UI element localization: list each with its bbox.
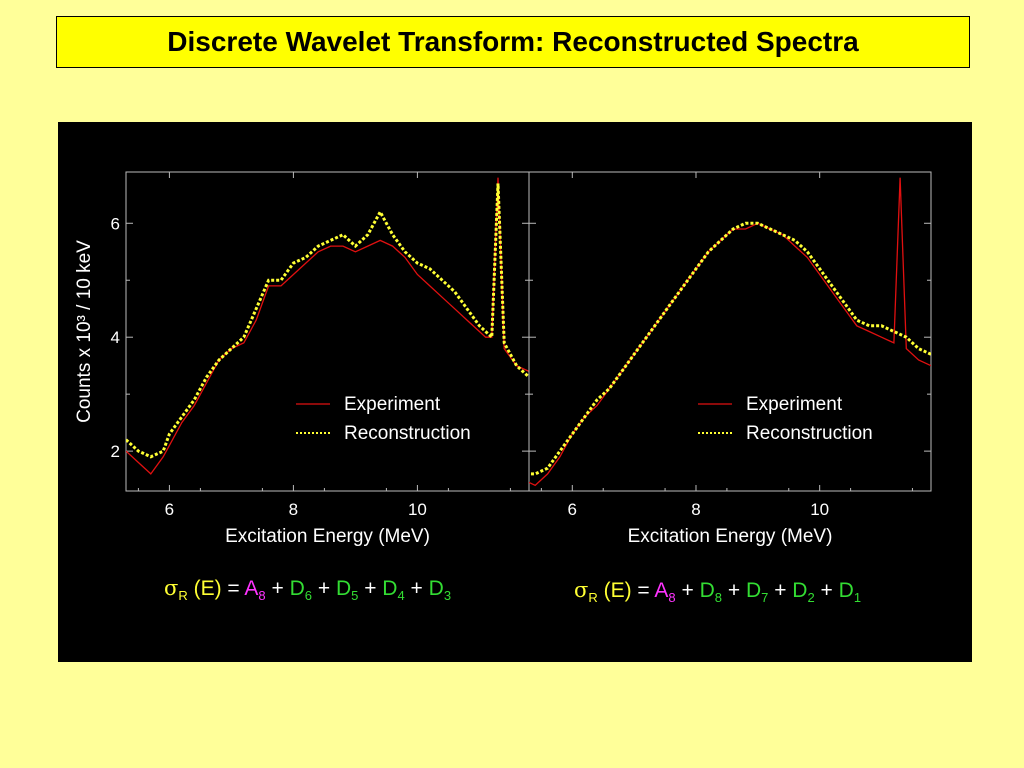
experiment-line (126, 177, 529, 475)
x-tick-label: 10 (408, 500, 427, 519)
y-axis-label: Counts x 10³ / 10 keV (74, 240, 95, 423)
term-letter: D (289, 577, 305, 600)
spectra-plots: 6 8 10 2 4 6 Excitation Energy (MeV) Counts x 1… (74, 171, 932, 547)
term-letter: D (335, 577, 352, 600)
term-letter: D (792, 579, 808, 602)
formula-left: σR (E) = A8 + D6 + D5 + D4 + D3 (164, 576, 451, 603)
term-subscript: 2 (807, 590, 815, 605)
plus-sign: + (271, 577, 284, 600)
legend-experiment-label: Experiment (746, 394, 843, 415)
term-letter: D (382, 577, 398, 600)
x-tick-label: 6 (165, 500, 174, 519)
x-tick-label: 8 (289, 500, 298, 519)
page-title: Discrete Wavelet Transform: Reconstructe… (167, 26, 859, 57)
term-letter: D (838, 579, 854, 602)
plus-sign: + (681, 579, 694, 602)
term-subscript: 3 (443, 588, 452, 603)
term-subscript: 1 (853, 590, 862, 605)
x-tick-label: 6 (568, 500, 577, 519)
reconstruction-line (126, 183, 529, 459)
formula-argument: (E) (603, 579, 632, 602)
term-subscript: 8 (714, 590, 722, 605)
legend-reconstruction-label: Reconstruction (344, 423, 471, 444)
formula-argument: (E) (193, 577, 222, 600)
plot-panel: 6 8 10 2 4 6 Excitation Energy (MeV) Counts x 1… (58, 122, 972, 662)
plot-frame (528, 171, 932, 492)
x-tick-label: 10 (810, 500, 829, 519)
legend-experiment-label: Experiment (344, 394, 441, 415)
y-tick-label: 6 (111, 214, 120, 233)
term-subscript: 8 (668, 590, 676, 605)
term-letter: D (428, 577, 444, 600)
plus-sign: + (364, 577, 377, 600)
term-letter: A (654, 579, 669, 602)
term-letter: D (699, 579, 715, 602)
formula-right: σR (E) = A8 + D8 + D7 + D2 + D1 (574, 578, 861, 605)
plus-sign: + (727, 579, 741, 602)
sigma-symbol: σ (164, 576, 179, 600)
term-subscript: 6 (304, 588, 312, 603)
x-tick-label: 8 (691, 500, 700, 519)
term-subscript: 7 (761, 590, 769, 605)
term-subscript: 8 (258, 588, 266, 603)
sigma-subscript: R (178, 588, 188, 603)
x-axis-label: Excitation Energy (MeV) (628, 526, 833, 547)
equals-sign: = (637, 579, 650, 602)
plus-sign: + (774, 579, 787, 602)
term-subscript: 4 (397, 588, 405, 603)
plus-sign: + (820, 579, 833, 602)
legend-reconstruction-label: Reconstruction (746, 423, 873, 444)
title-box: Discrete Wavelet Transform: Reconstructe… (56, 16, 970, 68)
equals-sign: = (227, 577, 240, 600)
y-tick-label: 2 (111, 442, 120, 461)
plus-sign: + (410, 577, 423, 600)
plus-sign: + (317, 577, 331, 600)
y-tick-label: 4 (111, 328, 120, 347)
term-letter: A (244, 577, 259, 600)
term-letter: D (745, 579, 762, 602)
sigma-symbol: σ (574, 578, 589, 602)
term-subscript: 5 (351, 588, 359, 603)
x-axis-label: Excitation Energy (MeV) (225, 526, 430, 547)
sigma-subscript: R (588, 590, 598, 605)
